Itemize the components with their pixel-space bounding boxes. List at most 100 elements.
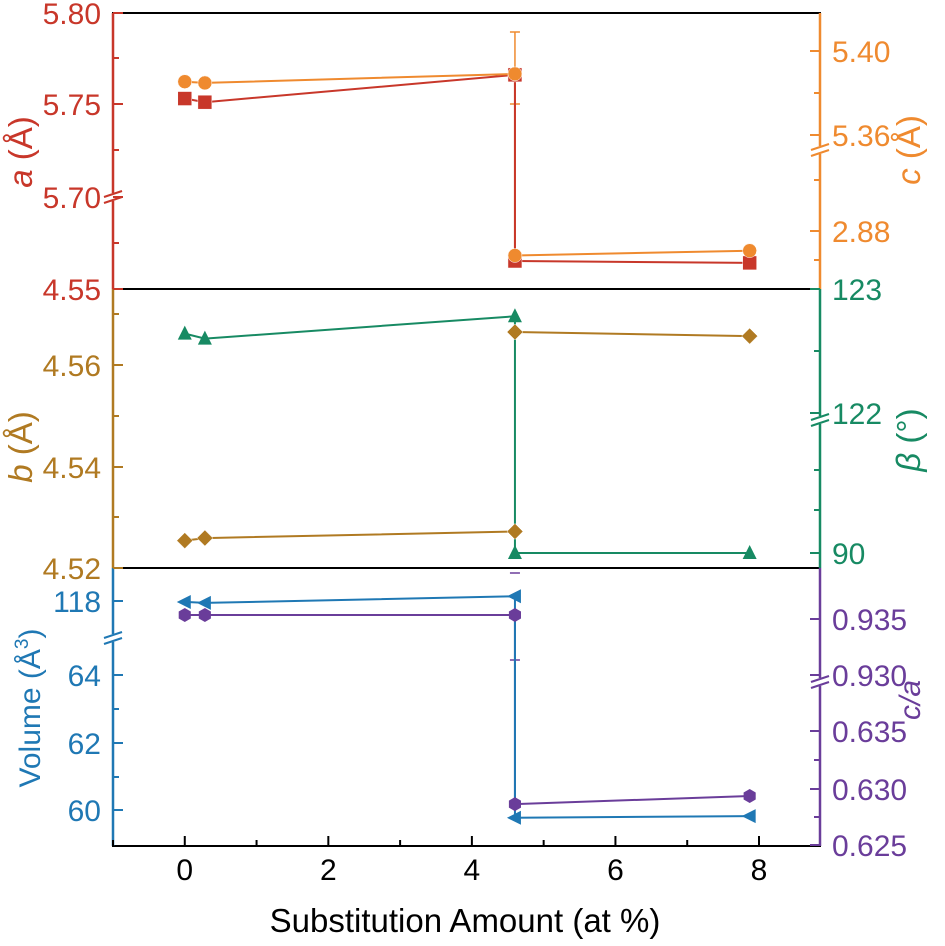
x-tick-label-4: 8 — [751, 854, 768, 887]
ca-series-lower-point-0 — [508, 797, 521, 812]
volume-series-upper-point-1 — [196, 595, 211, 610]
ca-series-lower-line — [514, 795, 750, 806]
volume-tick-label-1: 64 — [68, 660, 101, 693]
ca-axis-break-mark-1 — [810, 675, 830, 683]
plot-layer: 5.80 5.75 5.70 4.55 5.40 5.36 2.88 4.56 4.54 4.52… — [43, 0, 907, 887]
beta-series-lower-point-0 — [507, 545, 522, 559]
ca-axis-break — [810, 675, 830, 689]
c-axis-break-mark-2 — [810, 149, 830, 157]
beta-axis-break-mark-2 — [810, 419, 830, 427]
ca-tick-label-1: 0.930 — [832, 660, 907, 693]
a-axis-break-mark-1 — [103, 190, 123, 198]
ca-axis-label: c/a — [894, 680, 927, 720]
beta-axis-break-mark-1 — [810, 413, 830, 421]
beta-series-upper-line — [184, 315, 515, 340]
ca-series-lower-point-1 — [743, 789, 756, 803]
x-axis-label: Substitution Amount (at %) — [270, 902, 661, 939]
b-series-lower-point-0 — [176, 532, 194, 549]
ca-series-upper-point-0 — [178, 608, 191, 622]
volume-series-upper-point-0 — [176, 594, 191, 609]
c-axis-break-mark-1 — [810, 143, 830, 151]
ca-tick-label-2: 0.635 — [832, 716, 907, 749]
x-tick-label-2: 4 — [464, 854, 481, 887]
a-tick-label-3: 4.55 — [43, 274, 101, 307]
b-tick-label-2: 4.52 — [43, 553, 101, 586]
volume-series-upper-line — [184, 595, 515, 604]
b-tick-label-1: 4.54 — [43, 452, 101, 485]
a-series-upper-point-0 — [177, 91, 193, 106]
b-axis-label-unit: (Å) — [2, 411, 39, 464]
c-axis-break-gap — [812, 146, 828, 154]
volume-series-lower-line — [514, 815, 750, 819]
beta-series-upper-point-1 — [197, 330, 212, 345]
beta-tick-label-2: 90 — [832, 538, 865, 571]
c-tick-label-0: 5.40 — [832, 36, 890, 69]
b-series-upper-point-0 — [506, 323, 524, 341]
c-tick-label-2: 2.88 — [832, 216, 890, 249]
volume-tick-label-0: 118 — [53, 586, 101, 619]
c-series-lower-line — [514, 249, 750, 257]
volume-tick-label-3: 60 — [68, 795, 101, 828]
volume-axis-break-gap — [105, 634, 121, 642]
b-series-upper-point-1 — [741, 327, 759, 345]
a-series-upper-point-1 — [197, 94, 213, 110]
a-series-lower-line — [514, 260, 750, 264]
beta-series-lower-point-1 — [742, 545, 757, 559]
volume-series-lower-point-0 — [506, 810, 521, 825]
c-series-lower-point-0 — [507, 248, 523, 263]
volume-axis-break — [103, 631, 123, 645]
a-axis-label: a (Å) — [2, 116, 39, 188]
volume-axis-label-sup: 3 — [12, 639, 33, 650]
b-series-upper-line — [514, 331, 750, 338]
a-tick-label-2: 5.70 — [43, 182, 101, 215]
beta-series-upper-point-2 — [507, 308, 522, 323]
volume-axis-label: Volume (Å3) — [12, 629, 47, 788]
beta-axis-break-gap — [812, 416, 828, 424]
x-tick-label-3: 6 — [607, 854, 624, 887]
volume-axis-label-text: Volume (Å — [14, 649, 47, 787]
b-axis-label-symbol: b — [2, 464, 39, 482]
c-series-upper-point-1 — [197, 75, 213, 91]
b-series-lower-point-2 — [506, 523, 524, 540]
ca-series-upper-point-2 — [508, 608, 521, 622]
ca-tick-label-3: 0.630 — [832, 774, 907, 807]
volume-series-lower-point-1 — [741, 809, 756, 824]
x-tick-label-1: 2 — [320, 854, 337, 887]
c-axis-label: c (Å) — [890, 115, 927, 185]
b-series-lower-point-1 — [196, 529, 214, 547]
c-series-upper-point-2 — [507, 66, 523, 82]
beta-axis-break — [810, 413, 830, 427]
c-series-upper-point-0 — [177, 74, 193, 89]
ca-tick-label-4: 0.625 — [832, 830, 907, 863]
beta-tick-label-1: 122 — [832, 398, 882, 431]
volume-tick-label-2: 62 — [68, 728, 101, 761]
beta-axis-label-symbol: β — [890, 453, 927, 473]
beta-axis-label: β (°) — [890, 408, 927, 472]
a-axis-label-symbol: a — [2, 169, 39, 187]
ca-axis-break-mark-2 — [810, 681, 830, 689]
b-series-lower-line — [184, 530, 515, 542]
ca-axis-break-gap — [812, 678, 828, 686]
volume-axis-break-mark-2 — [103, 637, 123, 645]
a-series-lower-point-1 — [742, 255, 757, 271]
a-axis-label-unit: (Å) — [2, 116, 39, 169]
beta-axis-label-unit: (°) — [890, 408, 927, 452]
beta-series-upper-point-0 — [177, 325, 192, 340]
a-tick-label-0: 5.80 — [43, 0, 101, 31]
ca-series-upper-point-1 — [198, 608, 211, 622]
volume-axis-break-mark-1 — [103, 631, 123, 639]
a-tick-label-1: 5.75 — [43, 89, 101, 122]
b-axis-label: b (Å) — [2, 411, 39, 483]
c-axis-break — [810, 143, 830, 157]
ca-tick-label-0: 0.935 — [832, 604, 907, 637]
b-tick-label-0: 4.56 — [43, 350, 101, 383]
volume-series-upper-point-2 — [506, 589, 521, 604]
c-axis-label-unit: (Å) — [890, 115, 927, 168]
c-series-lower-point-1 — [742, 243, 757, 258]
plot-frame — [112, 12, 821, 847]
volume-axis-label-close: ) — [14, 629, 47, 639]
x-tick-label-0: 0 — [176, 854, 193, 887]
c-tick-label-1: 5.36 — [832, 120, 890, 153]
beta-tick-label-0: 123 — [832, 274, 882, 307]
